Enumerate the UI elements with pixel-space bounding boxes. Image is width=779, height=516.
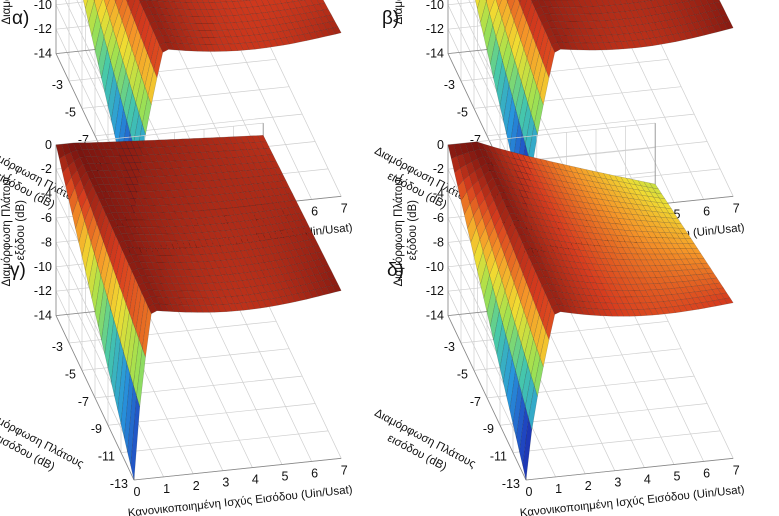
z-tick-label: -8: [433, 235, 444, 249]
y-tick-label: -3: [444, 78, 455, 92]
x-axis-title: Κανονικοποιημένη Ισχύς Εισόδου (Uin/Usat…: [519, 484, 745, 516]
x-tick-label: 1: [163, 482, 170, 496]
gridline: [55, 293, 264, 481]
z-tick-label: 0: [45, 138, 52, 152]
y-tick-label: -11: [490, 450, 507, 464]
x-tick-label: 6: [703, 204, 710, 218]
axis-line: [525, 457, 734, 481]
tick-labels: 0 -2 -4 -6 -8 -10 -12 -14 0 1 2 3 4 5 6 7 -3-5-7-9 -11 -13: [34, 138, 348, 499]
x-tick-label: 7: [733, 463, 740, 477]
x-axis-title: Κανονικοποιημένη Ισχύς Εισόδου (Uin/Usat…: [127, 484, 353, 516]
y-tick-label: -13: [502, 477, 520, 491]
x-tick-label: 3: [614, 476, 621, 490]
y-tick-label: -9: [91, 422, 102, 436]
x-tick-label: 2: [585, 479, 592, 493]
gridline: [133, 309, 342, 481]
surface-patch: [114, 0, 117, 3]
z-tick-label: -12: [34, 22, 52, 36]
z-tick-label: -6: [433, 211, 444, 225]
x-tick-label: 1: [555, 482, 562, 496]
panel-label: γ): [10, 260, 26, 281]
z-tick-label: -2: [433, 162, 444, 176]
y-tick-label: -5: [457, 367, 468, 381]
z-tick-label: -14: [34, 47, 52, 61]
gridline: [525, 309, 734, 481]
x-tick-label: 7: [341, 463, 348, 477]
panel-label: δ): [387, 260, 404, 281]
surface-patch: [83, 0, 88, 9]
y-tick-label: -7: [78, 395, 89, 409]
y-tick-label: -7: [470, 395, 481, 409]
z-axis-title: Διαμόρφωση Πλάτους: [393, 0, 405, 25]
y-tick-label: -5: [65, 105, 76, 119]
z-tick-label: -14: [34, 309, 52, 323]
y-tick-label: -3: [52, 78, 63, 92]
y-tick-label: -3: [444, 340, 455, 354]
x-tick-label: 3: [222, 476, 229, 490]
z-tick-label: -14: [426, 309, 444, 323]
y-tick-label: -11: [98, 450, 115, 464]
z-axis-title-line2: εξόδου (dB): [407, 200, 419, 261]
z-tick-label: -4: [41, 187, 52, 201]
z-tick-label: -10: [426, 0, 444, 12]
x-tick-label: 4: [252, 473, 259, 487]
z-axis-title: Διαμόρφωση Πλάτους: [1, 0, 13, 25]
z-tick-label: -10: [34, 0, 52, 12]
x-tick-label: 0: [526, 485, 533, 499]
panel-label: α): [12, 8, 29, 29]
z-tick-label: 0: [437, 138, 444, 152]
surface-patch: [130, 395, 140, 481]
surface: [55, 135, 342, 481]
z-axis-title: Διαμόρφωση Πλάτους: [393, 173, 405, 286]
z-tick-label: -4: [433, 187, 444, 201]
x-tick-label: 5: [282, 470, 289, 484]
y-tick-label: -7: [470, 133, 481, 147]
y-tick-label: -7: [78, 133, 89, 147]
z-axis-title-line2: εξόδου (dB): [15, 200, 27, 261]
surface: [447, 141, 734, 481]
x-tick-label: 5: [674, 208, 681, 222]
axis-line: [55, 315, 135, 481]
x-tick-label: 6: [703, 466, 710, 480]
y-tick-label: -5: [457, 105, 468, 119]
z-tick-label: -2: [41, 162, 52, 176]
x-tick-label: 5: [674, 470, 681, 484]
z-axis-title: Διαμόρφωση Πλάτους: [1, 173, 13, 286]
x-tick-label: 2: [193, 479, 200, 493]
x-tick-label: 0: [134, 485, 141, 499]
y-tick-label: -13: [110, 477, 128, 491]
chart-panel-3: 0-2-4-6-8-10-12-140 1 2 3 4 5 6 7-3-5-7-9-11-13…: [0, 122, 353, 516]
z-tick-label: -12: [34, 284, 52, 298]
y-tick-label: -3: [52, 340, 63, 354]
z-tick-label: -8: [41, 235, 52, 249]
z-tick-label: -6: [41, 211, 52, 225]
x-tick-label: 7: [341, 201, 348, 215]
x-tick-label: 6: [311, 204, 318, 218]
y-tick-label: -9: [483, 422, 494, 436]
z-tick-label: -10: [426, 260, 444, 274]
tick-labels: 0 -2 -4 -6 -8 -10 -12 -14 0 1 2 3 4 5 6 7 -3-5-7-9 -11 -13: [426, 138, 740, 499]
x-tick-label: 4: [644, 473, 651, 487]
x-tick-label: 7: [733, 201, 740, 215]
y-tick-label: -5: [65, 367, 76, 381]
x-tick-label: 6: [311, 466, 318, 480]
surface-patch: [506, 0, 509, 3]
surface-patch: [475, 0, 480, 9]
z-tick-label: -12: [426, 22, 444, 36]
panel-label: β): [382, 8, 399, 29]
axis-line: [133, 457, 342, 481]
axis-line: [447, 315, 527, 481]
chart-panel-4: 0-2-4-6-8-10-12-140 1 2 3 4 5 6 7-3-5-7-9-11-13…: [372, 122, 745, 516]
surface-patch: [522, 418, 532, 481]
z-tick-label: -14: [426, 47, 444, 61]
z-tick-label: -10: [34, 260, 52, 274]
z-tick-label: -12: [426, 284, 444, 298]
